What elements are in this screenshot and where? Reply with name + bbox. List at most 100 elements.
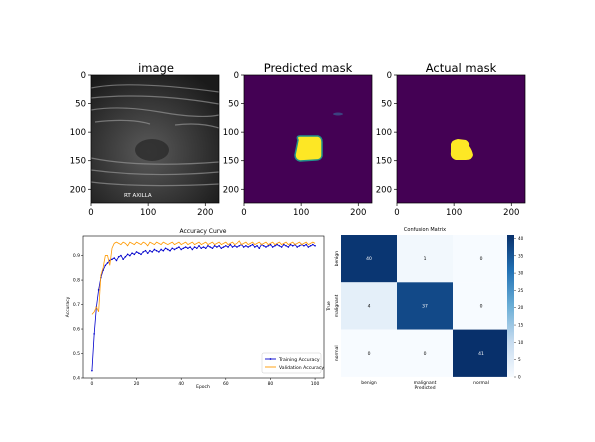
training-accuracy-point — [204, 247, 207, 250]
training-accuracy-point — [267, 244, 270, 247]
accuracy-x-tick-label: 40 — [178, 381, 184, 387]
actual-x-tick-label: 100 — [446, 208, 462, 218]
accuracy-y-tick-label: 0.9 — [73, 253, 80, 259]
actual-mask-title: Actual mask — [426, 61, 497, 75]
accuracy-y-tick-label: 0.5 — [73, 351, 80, 357]
training-accuracy-point — [171, 247, 174, 250]
training-accuracy-point — [166, 248, 169, 251]
training-accuracy-point — [158, 251, 160, 253]
colorbar-tick-label: 0 — [518, 375, 521, 380]
confusion-cell — [453, 235, 509, 283]
accuracy-x-tick-label: 60 — [223, 381, 229, 387]
training-accuracy-point — [137, 252, 140, 254]
training-accuracy-point — [251, 243, 254, 246]
training-accuracy-point — [249, 244, 252, 247]
legend-training-marker — [269, 358, 272, 360]
predicted-y-tick-label: 100 — [223, 128, 239, 138]
training-accuracy-point — [254, 246, 256, 248]
confusion-x-tick-label: normal — [473, 380, 489, 386]
image-frame — [90, 74, 220, 204]
training-accuracy-point — [93, 333, 95, 335]
training-accuracy-point — [149, 249, 151, 252]
accuracy-y-tick-label: 0.8 — [73, 278, 80, 284]
training-accuracy-point — [180, 248, 182, 251]
confusion-cell — [341, 282, 397, 330]
training-accuracy-point — [104, 264, 107, 267]
training-accuracy-point — [307, 246, 310, 248]
confusion-matrix-title: Confusion Matrix — [404, 227, 446, 233]
confusion-cell — [453, 329, 509, 377]
training-accuracy-point — [113, 257, 116, 259]
training-accuracy-point — [178, 246, 180, 248]
training-accuracy-point — [231, 246, 234, 248]
predicted-mask-artifact — [333, 112, 343, 116]
training-accuracy-point — [146, 252, 149, 254]
confusion-cell-value: 0 — [368, 351, 371, 357]
image-y-tick-label: 100 — [70, 128, 86, 138]
confusion-matrix-cells: 40 1 0 4 37 0 0 0 41 benign benign malignant maligna… — [334, 235, 509, 386]
training-accuracy-point — [120, 254, 122, 257]
training-accuracy-point — [151, 251, 153, 253]
training-accuracy-point — [173, 248, 176, 251]
confusion-y-tick-label: benign — [334, 251, 340, 267]
confusion-x-label: Predicted — [414, 385, 435, 391]
colorbar-tick-label: 5 — [518, 357, 521, 362]
legend-validation-label: Validation Accuracy — [279, 365, 324, 371]
confusion-cell — [397, 282, 453, 330]
training-accuracy-point — [238, 244, 241, 247]
training-accuracy-point — [169, 249, 171, 252]
accuracy-x-tick-label: 80 — [268, 381, 274, 387]
actual-y-tick-label: 200 — [376, 185, 392, 195]
training-accuracy-point — [111, 258, 113, 261]
training-accuracy-point — [155, 249, 158, 252]
training-accuracy-point — [198, 244, 200, 247]
actual-x-axis: 0 100 200 — [394, 74, 526, 218]
predicted-frame — [243, 74, 373, 204]
predicted-y-tick-label: 0 — [234, 71, 239, 81]
training-accuracy-point — [305, 243, 307, 246]
training-accuracy-point — [209, 246, 211, 248]
actual-y-axis: 0 50 100 150 200 — [376, 71, 397, 195]
accuracy-x-tick-label: 100 — [311, 381, 320, 387]
training-accuracy-point — [271, 246, 274, 248]
training-accuracy-point — [133, 253, 136, 256]
predicted-mask-title: Predicted mask — [264, 61, 353, 75]
actual-mask-region — [450, 139, 473, 160]
image-x-tick-label: 100 — [140, 208, 156, 218]
actual-y-tick-label: 100 — [376, 128, 392, 138]
training-accuracy-point — [126, 253, 129, 256]
confusion-cell — [341, 235, 397, 283]
training-accuracy-point — [97, 289, 100, 291]
predicted-y-tick-label: 50 — [228, 100, 239, 110]
actual-y-tick-label: 50 — [381, 100, 392, 110]
training-accuracy-point — [160, 248, 162, 251]
training-accuracy-point — [258, 247, 261, 250]
image-y-axis: 0 50 100 150 200 — [70, 71, 91, 195]
predicted-y-tick-label: 200 — [223, 185, 239, 195]
training-accuracy-point — [303, 244, 305, 247]
training-accuracy-point — [314, 244, 316, 247]
actual-y-tick-label: 0 — [387, 71, 392, 81]
training-accuracy-point — [227, 246, 229, 248]
accuracy-x-label: Epoch — [196, 384, 210, 390]
training-accuracy-point — [162, 249, 165, 252]
training-accuracy-point — [312, 243, 314, 246]
colorbar-tick-label: 10 — [518, 340, 524, 345]
accuracy-y-tick-label: 0.6 — [73, 327, 80, 333]
training-accuracy-point — [184, 246, 187, 248]
ultrasound-overlay-label: RT AXILLA — [124, 193, 152, 199]
confusion-matrix-panel: Confusion Matrix 40 1 04 37 00 0 41benignbenig… — [326, 227, 524, 391]
training-accuracy-point — [164, 247, 167, 250]
training-accuracy-point — [245, 244, 247, 247]
colorbar-tick-label: 20 — [518, 305, 524, 310]
training-accuracy-point — [122, 258, 124, 261]
actual-y-tick-label: 150 — [376, 157, 392, 167]
training-accuracy-point — [196, 247, 198, 250]
predicted-x-tick-label: 0 — [241, 208, 246, 218]
confusion-cell — [453, 282, 509, 330]
training-accuracy-point — [211, 247, 214, 250]
training-accuracy-point — [225, 244, 227, 247]
predicted-y-tick-label: 150 — [223, 157, 239, 167]
actual-mask-background — [397, 75, 525, 203]
legend-training-label: Training Accuracy — [278, 357, 320, 363]
